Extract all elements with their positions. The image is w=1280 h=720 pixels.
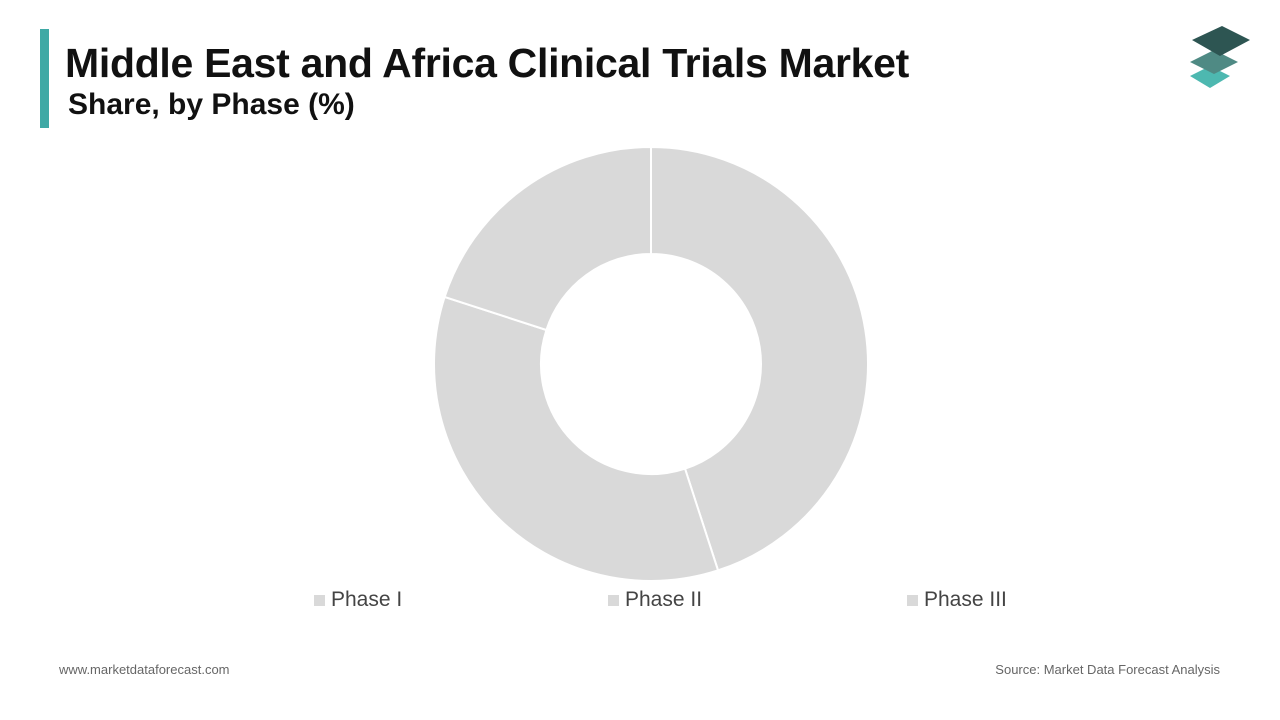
logo-layer-top (1192, 26, 1250, 56)
chart-subtitle: Share, by Phase (%) (68, 88, 355, 121)
footer-source: Source: Market Data Forecast Analysis (995, 662, 1220, 677)
legend-swatch (608, 594, 619, 606)
donut-slice-phase-iii (650, 145, 869, 572)
legend-label: Phase I (331, 588, 403, 611)
chart-title: Middle East and Africa Clinical Trials M… (65, 40, 909, 86)
legend-label: Phase III (924, 588, 1007, 611)
logo-layer-middle (1190, 50, 1238, 74)
logo-layer-bottom (1190, 66, 1230, 88)
title-accent-bar (40, 29, 49, 128)
legend-item-phase-i: Phase I (314, 588, 402, 612)
legend-label: Phase II (625, 588, 703, 611)
donut-slice-phase-ii (433, 295, 720, 582)
footer-website: www.marketdataforecast.com (59, 662, 230, 677)
legend-swatch (907, 594, 918, 606)
stacked-layers-icon (1190, 26, 1250, 88)
donut-slice-phase-i (443, 145, 652, 332)
legend-item-phase-ii: Phase II (608, 588, 702, 612)
legend-item-phase-iii: Phase III (907, 588, 1007, 612)
legend-swatch (314, 594, 325, 606)
